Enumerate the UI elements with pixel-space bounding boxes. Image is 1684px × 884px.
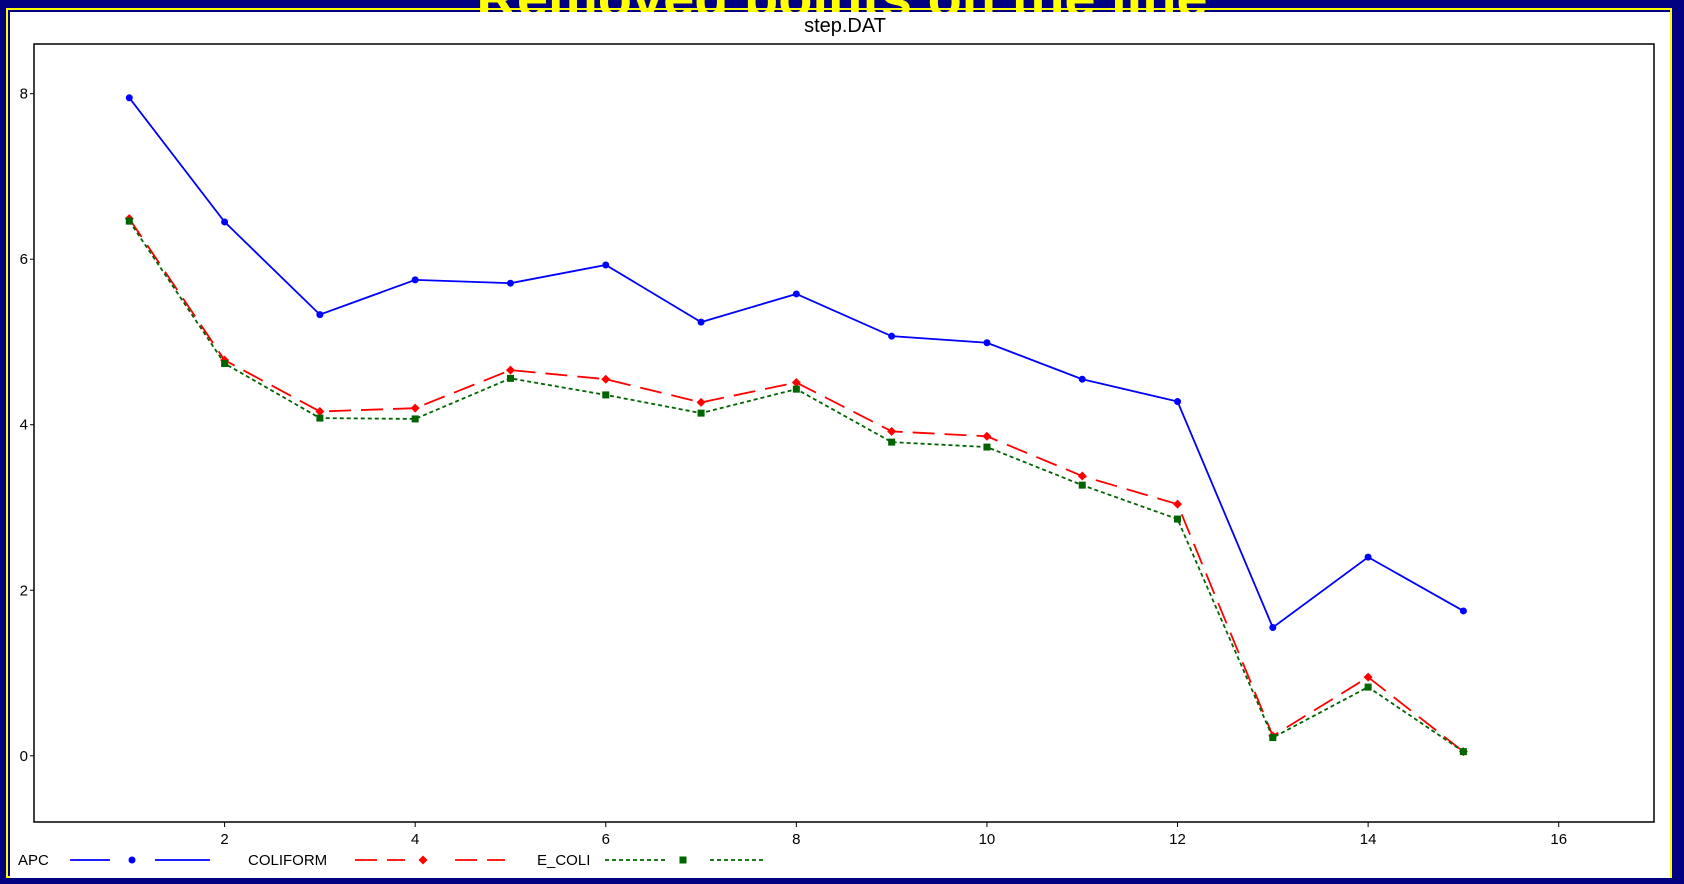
data-point-apc <box>888 332 896 340</box>
legend-label-apc: APC <box>18 852 49 869</box>
data-point-apc <box>125 94 133 102</box>
data-point-e-coli <box>1459 748 1467 756</box>
x-tick-label: 6 <box>602 831 610 848</box>
x-tick-label: 2 <box>220 831 228 848</box>
data-point-coliform <box>410 403 420 413</box>
data-point-coliform <box>1363 672 1373 682</box>
legend-label-coliform: COLIFORM <box>248 852 327 869</box>
data-point-coliform <box>887 426 897 436</box>
series-line-apc <box>128 97 1464 629</box>
legend-marker-e-coli <box>679 856 687 864</box>
data-point-apc <box>506 279 514 287</box>
chart-title: step.DAT <box>804 15 886 37</box>
x-tick-label: 14 <box>1360 831 1377 848</box>
y-tick-label: 4 <box>20 417 28 434</box>
series-line-e-coli <box>128 220 1464 753</box>
plot-frame: step.DAT 0 2 4 6 8 2 4 6 8 10 12 14 16 APC COLIFORM E_… <box>10 12 1670 878</box>
data-point-e-coli <box>221 359 229 367</box>
legend-marker-apc <box>128 856 136 864</box>
data-point-apc <box>602 261 610 269</box>
data-point-e-coli <box>1078 481 1086 489</box>
data-point-e-coli <box>983 443 991 451</box>
data-point-coliform <box>1077 471 1087 481</box>
data-point-apc <box>316 311 324 319</box>
data-point-e-coli <box>316 414 324 422</box>
data-point-coliform <box>791 378 801 388</box>
data-point-e-coli <box>1269 734 1277 742</box>
y-tick-label: 6 <box>20 251 28 268</box>
y-tick-label: 2 <box>20 582 28 599</box>
legend-label-e-coli: E_COLI <box>537 852 590 869</box>
plot-area <box>33 43 1655 823</box>
data-point-e-coli <box>411 415 419 423</box>
data-point-e-coli <box>888 438 896 446</box>
x-tick-label: 4 <box>411 831 419 848</box>
data-point-apc <box>1364 553 1372 561</box>
data-point-e-coli <box>506 374 514 382</box>
data-point-e-coli <box>602 391 610 399</box>
data-point-apc <box>411 276 419 284</box>
data-point-e-coli <box>697 409 705 417</box>
data-point-e-coli <box>792 385 800 393</box>
data-point-apc <box>1078 375 1086 383</box>
data-point-e-coli <box>125 217 133 225</box>
series-line-coliform <box>128 218 1464 753</box>
data-point-coliform <box>505 365 515 375</box>
x-tick-label: 10 <box>979 831 996 848</box>
data-point-apc <box>1459 607 1467 615</box>
data-point-coliform <box>1173 499 1183 509</box>
data-point-apc <box>983 339 991 347</box>
data-point-coliform <box>696 397 706 407</box>
x-tick-label: 16 <box>1550 831 1567 848</box>
data-point-apc <box>1269 624 1277 631</box>
data-point-coliform <box>315 406 325 416</box>
data-point-apc <box>221 218 229 226</box>
x-tick-label: 12 <box>1169 831 1186 848</box>
y-tick-label: 0 <box>20 748 28 765</box>
x-tick-label: 8 <box>792 831 800 848</box>
data-point-coliform <box>601 374 611 384</box>
data-point-apc <box>792 290 800 298</box>
y-tick-label: 8 <box>20 86 28 103</box>
data-point-e-coli <box>1364 683 1372 691</box>
data-point-apc <box>1174 398 1182 406</box>
data-point-coliform <box>982 431 992 441</box>
data-point-e-coli <box>1174 515 1182 523</box>
legend-marker-coliform <box>418 855 428 865</box>
line-chart: step.DAT 0 2 4 6 8 2 4 6 8 10 12 14 16 APC COLIFORM E_… <box>18 15 1655 869</box>
data-point-apc <box>697 318 705 326</box>
